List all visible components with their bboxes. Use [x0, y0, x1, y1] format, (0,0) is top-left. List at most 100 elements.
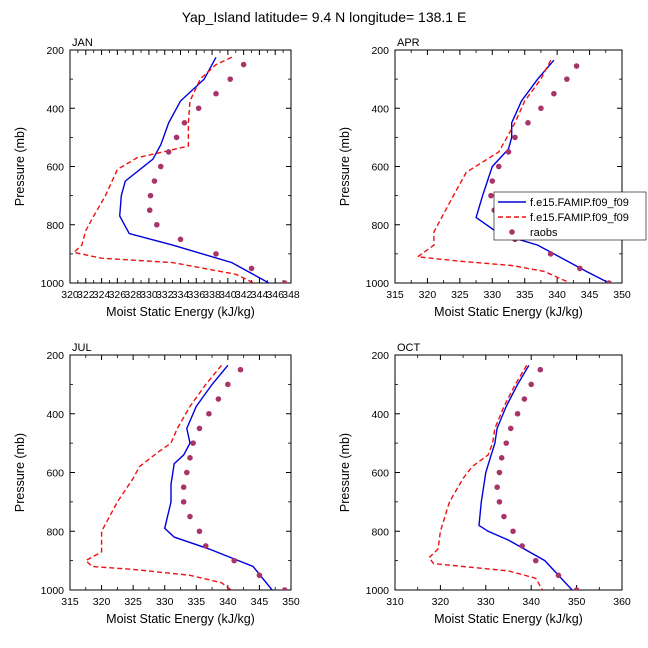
y-axis-label: Pressure (mb) — [338, 127, 352, 206]
legend-label: raobs — [530, 227, 558, 239]
x-tick-label: 344 — [251, 289, 269, 301]
x-tick-label: 315 — [386, 289, 404, 301]
raobs-point — [154, 221, 160, 228]
panel-month-label: JUL — [72, 342, 92, 354]
y-tick-label: 400 — [371, 409, 389, 421]
legend-label: f.e15.FAMIP.f09_f09 — [530, 197, 629, 209]
panel-month-label: JAN — [72, 37, 93, 49]
x-tick-label: 350 — [282, 596, 300, 608]
x-tick-label: 340 — [219, 596, 237, 608]
raobs-point — [187, 455, 193, 461]
x-tick-label: 335 — [188, 596, 206, 608]
x-tick-label: 320 — [61, 289, 79, 301]
plot-frame — [394, 354, 623, 591]
raobs-point — [538, 105, 544, 112]
plot-area — [415, 59, 612, 283]
x-tick-label: 350 — [568, 596, 586, 608]
y-tick-label: 600 — [46, 162, 64, 174]
plot-area — [428, 364, 580, 590]
x-tick-label: 330 — [477, 596, 495, 608]
y-tick-label: 800 — [371, 526, 389, 538]
raobs-point — [206, 410, 212, 417]
legend-box — [493, 191, 647, 241]
x-tick-label: 322 — [77, 289, 95, 301]
raobs-point — [237, 366, 244, 373]
raobs-point — [577, 265, 583, 272]
model-solid-line — [118, 56, 270, 283]
raobs-point — [512, 134, 518, 141]
x-tick-label: 325 — [451, 289, 469, 301]
y-axis-label: Pressure (mb) — [338, 433, 352, 512]
raobs-point — [225, 381, 231, 388]
raobs-point — [496, 499, 503, 505]
y-tick-label: 400 — [46, 103, 64, 115]
raobs-point — [173, 134, 180, 141]
raobs-point — [573, 63, 580, 69]
plot-frame — [69, 354, 292, 591]
raobs-point — [606, 280, 612, 283]
raobs-point — [215, 396, 222, 402]
x-tick-label: 336 — [188, 289, 206, 301]
raobs-point — [489, 178, 496, 184]
panels: 3203223243263283303323343363383403423443… — [13, 37, 631, 626]
raobs-point — [147, 192, 154, 199]
x-tick-label: 360 — [613, 596, 631, 608]
x-tick-label: 342 — [235, 289, 253, 301]
raobs-point — [240, 61, 247, 68]
model-dashed-line — [72, 56, 255, 283]
raobs-point — [157, 163, 164, 170]
model-solid-line — [478, 364, 573, 590]
model-dashed-line — [428, 364, 544, 590]
x-tick-label: 315 — [61, 596, 79, 608]
y-tick-label: 200 — [371, 350, 389, 362]
legend-label: f.e15.FAMIP.f09_f09 — [530, 212, 629, 224]
x-tick-label: 310 — [386, 596, 404, 608]
x-axis-label: Moist Static Energy (kJ/kg) — [106, 305, 255, 319]
model-solid-line — [163, 364, 273, 590]
y-tick-label: 200 — [46, 45, 64, 57]
panel-jul: 315 320 325 330 335 340 345 350 200 400 600 800 1000… — [13, 342, 300, 626]
raobs-point — [180, 499, 187, 505]
panel-month-label: APR — [397, 37, 420, 49]
raobs-point — [507, 425, 514, 432]
panel-oct: 310 320 330 340 350 360 200 400 600 800 1000 OCT Moi… — [338, 342, 631, 626]
plot-area — [72, 56, 288, 283]
raobs-point — [521, 396, 528, 402]
x-tick-label: 340 — [548, 289, 566, 301]
x-axis-label: Moist Static Energy (kJ/kg) — [434, 305, 583, 319]
raobs-point — [248, 265, 255, 272]
panel-month-label: OCT — [397, 342, 421, 354]
raobs-point — [532, 557, 539, 564]
model-dashed-line — [84, 364, 232, 590]
raobs-point — [551, 90, 557, 97]
raobs-point — [503, 440, 510, 446]
raobs-point — [528, 381, 534, 388]
raobs-point — [180, 484, 187, 490]
raobs-point — [573, 587, 580, 590]
raobs-point — [498, 455, 505, 461]
legend: f.e15.FAMIP.f09_f09 f.e15.FAMIP.f09_f09ra… — [493, 191, 647, 241]
y-tick-label: 600 — [371, 162, 389, 174]
raobs-point — [187, 513, 193, 520]
legend-marker-raobs — [509, 229, 515, 235]
y-tick-label: 200 — [46, 350, 64, 362]
raobs-point — [256, 572, 263, 579]
raobs-point — [281, 280, 288, 283]
x-tick-label: 345 — [581, 289, 599, 301]
raobs-point — [227, 76, 234, 82]
y-tick-label: 800 — [371, 220, 389, 232]
raobs-point — [488, 192, 494, 199]
x-tick-label: 330 — [156, 596, 174, 608]
x-tick-label: 320 — [419, 289, 437, 301]
y-tick-label: 800 — [46, 220, 64, 232]
x-tick-label: 340 — [219, 289, 237, 301]
raobs-point — [510, 528, 516, 535]
y-tick-label: 200 — [371, 45, 389, 57]
raobs-point — [547, 251, 554, 257]
x-tick-label: 330 — [140, 289, 158, 301]
x-tick-label: 326 — [109, 289, 127, 301]
raobs-point — [514, 410, 521, 417]
figure-title: Yap_Island latitude= 9.4 N longitude= 13… — [182, 9, 467, 25]
x-tick-label: 325 — [124, 596, 142, 608]
